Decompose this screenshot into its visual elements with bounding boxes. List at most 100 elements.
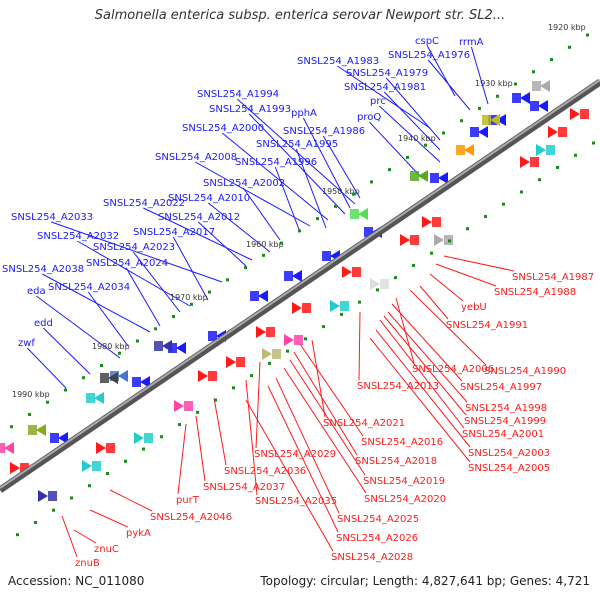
leader-line xyxy=(419,285,449,320)
tick-mark xyxy=(514,82,517,86)
leader-line xyxy=(387,311,468,403)
reverse-gene-label: SNSL254_A2021 xyxy=(323,418,405,429)
leader-line xyxy=(274,166,301,233)
reverse-gene-body xyxy=(546,145,555,155)
tick-mark xyxy=(244,266,247,270)
reverse-gene xyxy=(570,108,580,120)
tick-mark xyxy=(16,533,19,537)
reverse-gene-label: SNSL254_A1998 xyxy=(465,403,547,414)
tick-mark xyxy=(196,410,199,414)
reverse-gene xyxy=(434,234,444,246)
leader-lines xyxy=(26,45,515,558)
forward-gene xyxy=(36,424,46,436)
tick-mark xyxy=(118,351,121,355)
reverse-gene-body xyxy=(580,109,589,119)
reverse-gene-label: SNSL254_A2019 xyxy=(363,476,445,487)
leader-line xyxy=(267,385,339,533)
reverse-gene-body xyxy=(302,303,311,313)
leader-line xyxy=(369,121,421,177)
tick-mark xyxy=(232,386,235,390)
tick-mark xyxy=(178,423,181,427)
reverse-gene-label: SNSL254_A2001 xyxy=(462,429,544,440)
leader-line xyxy=(87,291,129,347)
reverse-gene xyxy=(422,216,432,228)
leader-line xyxy=(195,415,206,482)
reverse-gene xyxy=(536,144,546,156)
reverse-gene-label: SNSL254_A2026 xyxy=(336,533,418,544)
forward-gene xyxy=(258,290,268,302)
leader-line xyxy=(409,289,487,366)
tick-mark xyxy=(334,204,337,208)
leader-line xyxy=(109,489,153,512)
forward-gene-label: SNSL254_A2033 xyxy=(11,212,93,223)
tick-mark xyxy=(46,400,49,404)
leader-line xyxy=(427,59,471,111)
forward-gene xyxy=(162,340,172,352)
reverse-gene-body xyxy=(106,443,115,453)
reverse-gene xyxy=(262,348,272,360)
forward-gene xyxy=(358,208,368,220)
tick-mark xyxy=(484,214,487,218)
leader-line xyxy=(379,319,465,429)
tick-mark xyxy=(496,94,499,98)
tick-mark xyxy=(388,168,391,172)
forward-gene-label: eda xyxy=(27,286,46,297)
leader-line xyxy=(143,207,253,261)
tick-mark xyxy=(556,166,559,169)
forward-gene-body xyxy=(410,171,419,181)
forward-gene-body xyxy=(512,93,521,103)
tick-mark xyxy=(10,425,13,429)
reverse-gene-body xyxy=(530,157,539,167)
reverse-gene xyxy=(330,300,340,312)
reverse-gene-body xyxy=(266,327,275,337)
tick-mark xyxy=(370,180,373,184)
reverse-gene-label: SNSL254_A1991 xyxy=(446,320,528,331)
reverse-gene-body xyxy=(558,127,567,137)
forward-gene xyxy=(108,372,118,384)
map-title: Salmonella enterica subsp. enterica sero… xyxy=(94,8,506,23)
reverse-gene-body xyxy=(432,217,441,227)
reverse-gene-label: znuC xyxy=(94,544,119,555)
forward-gene xyxy=(478,126,488,138)
forward-gene-label: cspC xyxy=(415,36,439,47)
forward-gene xyxy=(540,80,550,92)
reverse-gene xyxy=(342,266,352,278)
forward-gene-body xyxy=(50,433,59,443)
leader-line xyxy=(426,45,456,97)
forward-gene xyxy=(58,432,68,444)
tick-mark xyxy=(34,520,37,524)
forward-gene-body xyxy=(132,377,141,387)
tick-mark xyxy=(262,253,265,257)
reverse-gene-body xyxy=(144,433,153,443)
reverse-gene xyxy=(82,460,92,472)
forward-gene-label: SNSL254_A1994 xyxy=(197,89,279,100)
forward-gene-label: SNSL254_A2038 xyxy=(2,264,84,275)
tick-mark xyxy=(358,300,361,304)
tick-label: 1970 kbp xyxy=(170,293,208,302)
forward-gene-body xyxy=(154,341,163,351)
forward-gene-label: SNSL254_A1979 xyxy=(346,68,428,79)
tick-mark xyxy=(142,447,145,451)
forward-gene-label: SNSL254_A2022 xyxy=(103,198,185,209)
leader-line xyxy=(337,65,431,129)
forward-gene-label: SNSL254_A2023 xyxy=(93,242,175,253)
tick-mark xyxy=(466,227,469,231)
forward-gene-body xyxy=(284,271,293,281)
tick-mark xyxy=(448,239,451,243)
leader-line xyxy=(358,311,361,381)
forward-gene-label: zwf xyxy=(18,338,35,349)
leader-line xyxy=(311,339,326,418)
reverse-gene-label: SNSL254_A2036 xyxy=(224,466,306,477)
tick-mark xyxy=(280,241,283,245)
leader-line xyxy=(289,359,366,476)
leader-line xyxy=(383,91,441,151)
tick-mark xyxy=(304,337,307,341)
topology-summary: Topology: circular; Length: 4,827,641 bp… xyxy=(260,574,590,588)
reverse-gene-label: purT xyxy=(176,495,200,506)
tick-mark xyxy=(208,290,211,294)
tick-mark xyxy=(82,376,85,380)
reverse-gene xyxy=(134,432,144,444)
reverse-gene xyxy=(284,334,294,346)
reverse-gene xyxy=(226,356,236,368)
